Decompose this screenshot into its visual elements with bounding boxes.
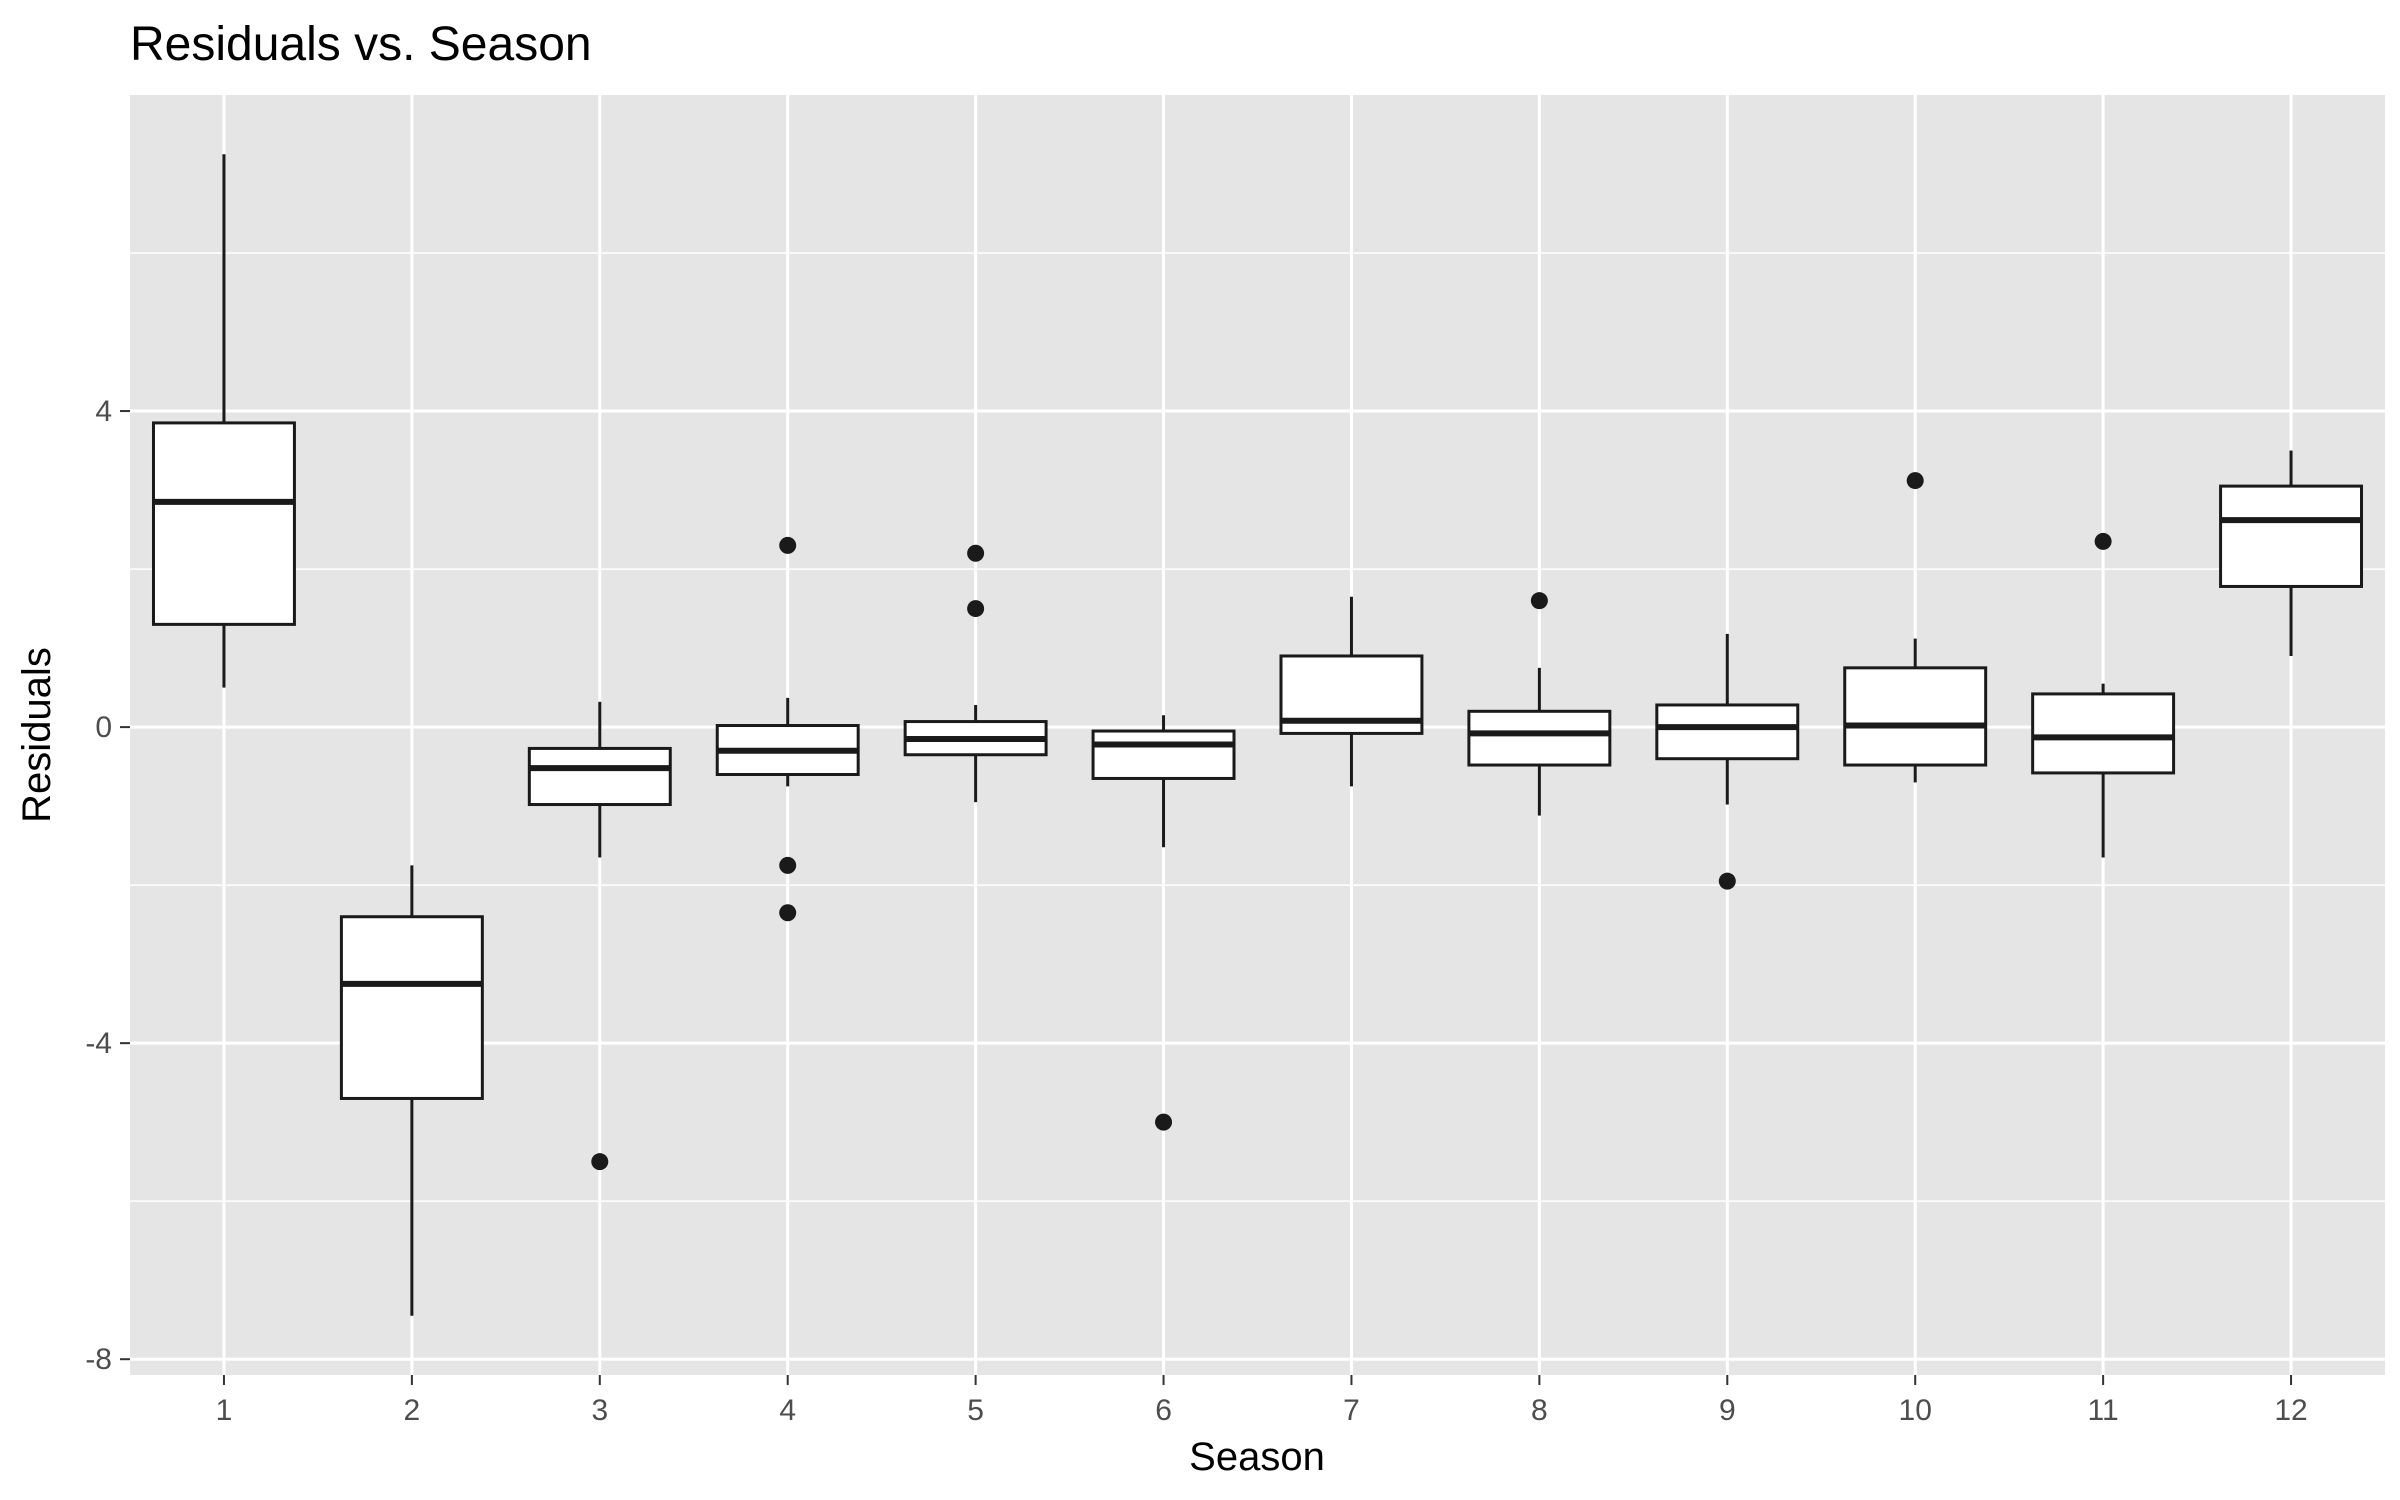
y-axis: -8 -4 0 4: [85, 395, 130, 1376]
chart-title: Residuals vs. Season: [130, 18, 592, 71]
x-tick-label: 2: [404, 1394, 421, 1427]
box-season-10: [1843, 472, 1988, 783]
x-tick-label: 9: [1719, 1394, 1736, 1427]
y-tick-label: 0: [95, 711, 112, 744]
outlier-point: [779, 904, 797, 922]
y-tick-label: -8: [85, 1343, 112, 1376]
x-tick-label: 7: [1343, 1394, 1360, 1427]
box-iqr: [2031, 692, 2176, 775]
x-tick-label: 4: [779, 1394, 796, 1427]
x-tick-label: 8: [1531, 1394, 1548, 1427]
box-season-6: [1091, 715, 1236, 1131]
box-season-2: [339, 865, 484, 1316]
outlier-point: [1718, 872, 1736, 890]
box-iqr: [1467, 709, 1612, 767]
box-season-7: [1279, 596, 1424, 787]
box-iqr: [1843, 666, 1988, 767]
x-tick-label: 5: [967, 1394, 984, 1427]
outlier-point: [1155, 1113, 1173, 1131]
box-season-8: [1467, 592, 1612, 816]
box-iqr: [1655, 703, 1800, 761]
outlier-point: [779, 856, 797, 874]
box-season-12: [2219, 450, 2364, 656]
x-tick-label: 10: [1899, 1394, 1932, 1427]
plot-panel: [130, 95, 2385, 1375]
y-tick-label: -4: [85, 1027, 112, 1060]
outlier-point: [1530, 592, 1548, 610]
box-season-1: [151, 154, 296, 688]
box-iqr: [339, 915, 484, 1100]
box-season-5: [903, 544, 1048, 803]
box-iqr: [527, 746, 672, 807]
outlier-point: [967, 600, 985, 618]
outlier-point: [967, 544, 985, 562]
x-tick-label: 1: [216, 1394, 233, 1427]
outlier-point: [779, 536, 797, 554]
box-iqr: [2219, 484, 2364, 588]
box-series: [151, 154, 2364, 1316]
box-season-11: [2031, 532, 2176, 858]
y-tick-label: 4: [95, 395, 112, 428]
x-tick-label: 3: [591, 1394, 608, 1427]
box-iqr: [151, 421, 296, 626]
x-axis-title: Season: [1189, 1435, 1325, 1479]
x-tick-label: 6: [1155, 1394, 1172, 1427]
x-axis: 1 2 3 4 5 6 7 8 9 10 11 12: [216, 1375, 2308, 1427]
outlier-point: [1906, 472, 1924, 490]
box-season-9: [1655, 633, 1800, 890]
x-tick-label: 11: [2088, 1394, 2119, 1427]
x-tick-label: 12: [2274, 1394, 2307, 1427]
outlier-point: [2094, 532, 2112, 550]
box-season-3: [527, 701, 672, 1171]
box-iqr: [1091, 729, 1236, 780]
box-season-4: [715, 536, 860, 922]
y-axis-title: Residuals: [15, 647, 59, 823]
outlier-point: [591, 1153, 609, 1171]
